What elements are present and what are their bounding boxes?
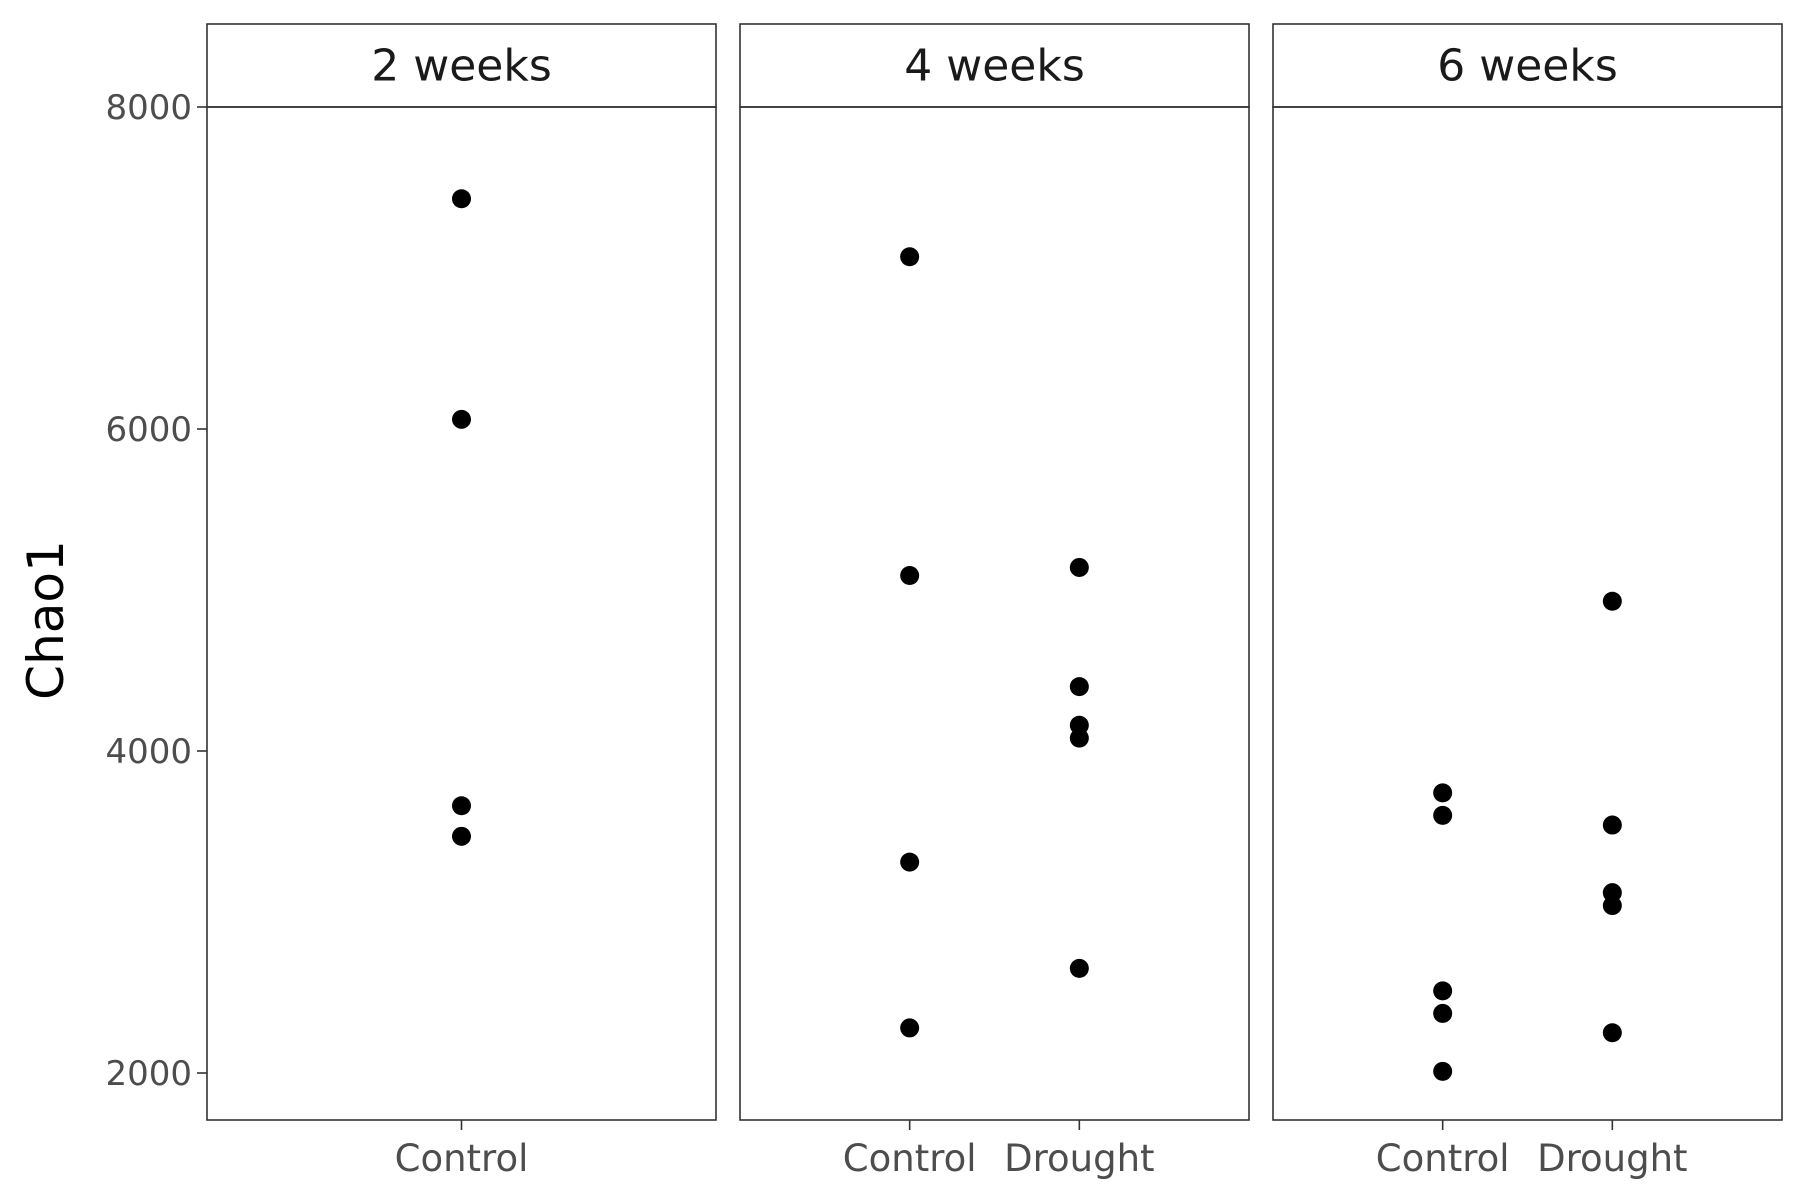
panel-border xyxy=(206,106,717,1121)
data-point xyxy=(1433,783,1453,803)
data-point xyxy=(1602,896,1622,916)
y-tick-label: 2000 xyxy=(105,1054,192,1094)
data-point xyxy=(1602,591,1622,611)
data-point xyxy=(1433,981,1453,1001)
data-point xyxy=(452,189,471,209)
data-point xyxy=(452,826,471,846)
y-tick-label: 4000 xyxy=(105,732,192,772)
data-point xyxy=(900,247,920,267)
data-point xyxy=(1602,1023,1622,1043)
data-point xyxy=(1069,557,1089,577)
data-point xyxy=(1433,1061,1453,1081)
panel-2: 4 weeks Control Drought xyxy=(739,23,1250,1180)
data-point xyxy=(1069,728,1089,748)
y-axis-title: Chao1 xyxy=(17,540,75,700)
x-tick-label: Drought xyxy=(1537,1137,1687,1180)
strip-box xyxy=(739,23,1250,108)
panel-3: 6 weeks Control Drought xyxy=(1272,23,1783,1180)
x-tick-label: Drought xyxy=(1004,1137,1154,1180)
data-point xyxy=(1433,1003,1453,1023)
data-point xyxy=(452,409,471,429)
y-tick-label: 8000 xyxy=(105,88,192,128)
y-axis: 2000 4000 6000 8000 xyxy=(105,88,207,1094)
panel-border xyxy=(739,106,1250,1121)
y-tick-label: 6000 xyxy=(105,410,192,450)
x-tick-label: Control xyxy=(843,1137,977,1180)
data-point xyxy=(452,796,471,816)
data-point xyxy=(1069,958,1089,978)
strip-label: 4 weeks xyxy=(904,41,1085,92)
strip-label: 2 weeks xyxy=(371,41,552,92)
data-point xyxy=(900,852,920,872)
strip-box xyxy=(206,23,717,108)
panel-border xyxy=(1272,106,1783,1121)
data-point xyxy=(1602,815,1622,835)
x-tick-label: Control xyxy=(395,1137,529,1180)
panel-1: 2 weeks Control xyxy=(206,23,717,1180)
x-tick-label: Control xyxy=(1376,1137,1510,1180)
strip-label: 6 weeks xyxy=(1437,41,1618,92)
data-point xyxy=(1069,677,1089,697)
data-point xyxy=(1433,805,1453,825)
data-point xyxy=(900,566,920,586)
data-point xyxy=(900,1018,920,1038)
